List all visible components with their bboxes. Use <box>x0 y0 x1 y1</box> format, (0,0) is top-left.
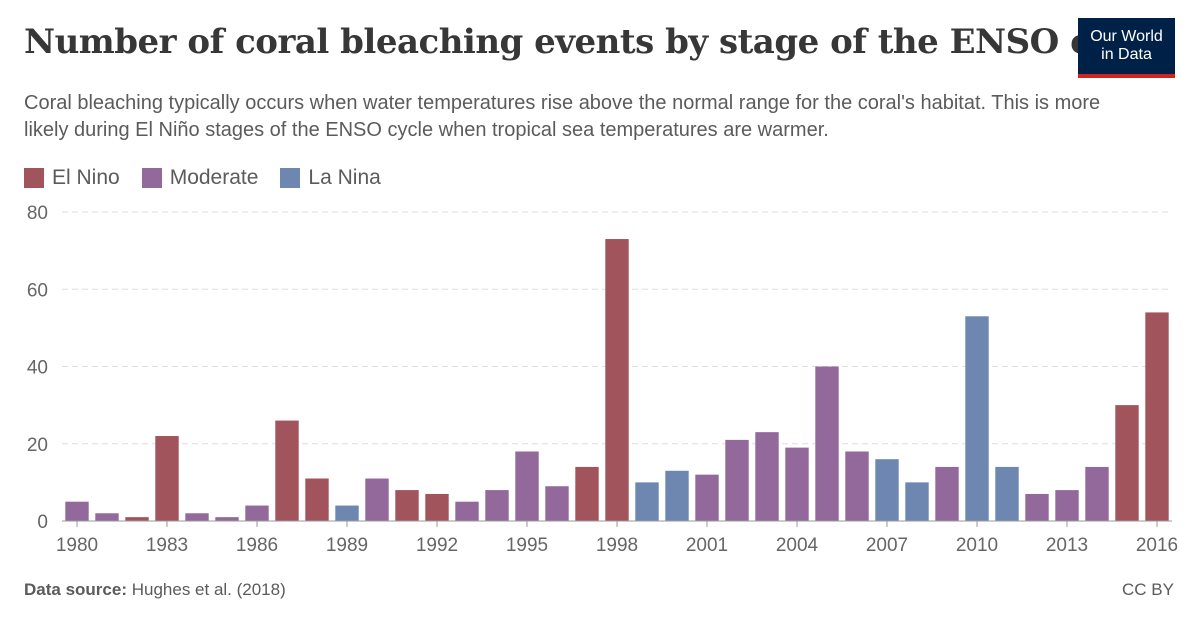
bar[interactable] <box>1115 405 1139 521</box>
x-tick-label: 2013 <box>1046 535 1088 556</box>
x-tick-label: 2007 <box>866 535 908 556</box>
license-link[interactable]: CC BY <box>1122 580 1174 599</box>
bar[interactable] <box>335 505 359 521</box>
bar[interactable] <box>935 466 959 521</box>
bar[interactable] <box>905 482 929 521</box>
bar[interactable] <box>305 478 329 521</box>
legend-label-la-nina: La Nina <box>308 166 381 189</box>
x-tick-label: 2016 <box>1136 535 1178 556</box>
bar[interactable] <box>365 478 389 521</box>
logo-line-1: Our World <box>1090 28 1163 45</box>
chart-title: Number of coral bleaching events by stag… <box>24 22 1164 62</box>
x-tick-label: 2004 <box>776 535 819 556</box>
bar[interactable] <box>185 513 209 521</box>
legend-swatch-moderate <box>141 168 162 188</box>
x-tick-label: 2010 <box>956 535 998 556</box>
x-tick-label: 1995 <box>506 535 548 556</box>
data-source-label: Data source: <box>24 580 127 599</box>
y-tick-label: 20 <box>27 435 48 456</box>
bar[interactable] <box>125 517 149 521</box>
x-tick-label: 1992 <box>416 535 458 556</box>
bar[interactable] <box>425 493 449 521</box>
x-tick-label: 1998 <box>596 535 638 556</box>
y-tick-label: 0 <box>37 512 48 533</box>
legend-swatch-el-nino <box>24 168 44 188</box>
bar[interactable] <box>155 436 179 521</box>
bar[interactable] <box>545 486 569 521</box>
chart-subtitle: Coral bleaching typically occurs when wa… <box>24 92 1101 141</box>
x-tick-label: 1989 <box>326 535 368 556</box>
bar[interactable] <box>485 490 509 521</box>
bar[interactable] <box>575 466 599 521</box>
legend-swatch-la-nina <box>280 168 301 188</box>
bar[interactable] <box>455 501 479 521</box>
bar[interactable] <box>395 490 419 521</box>
legend-item-moderate[interactable]: Moderate <box>141 166 259 190</box>
data-source-link[interactable]: Hughes et al. (2018) <box>131 580 286 599</box>
data-source: Data source: Hughes et al. (2018) <box>24 580 286 600</box>
owid-logo[interactable]: Our World in Data <box>1078 18 1175 78</box>
bar[interactable] <box>1145 312 1169 521</box>
bar[interactable] <box>65 501 89 521</box>
bar[interactable] <box>1085 466 1109 521</box>
bar[interactable] <box>755 432 779 521</box>
legend-label-el-nino: El Nino <box>52 166 120 189</box>
legend: El Nino Moderate La Nina <box>24 166 381 190</box>
legend-item-la-nina[interactable]: La Nina <box>280 166 381 190</box>
bar[interactable] <box>875 459 899 521</box>
bar[interactable] <box>965 316 989 521</box>
bar[interactable] <box>785 447 809 521</box>
bar[interactable] <box>245 505 269 521</box>
x-tick-label: 1983 <box>146 535 188 556</box>
bar[interactable] <box>1025 493 1049 521</box>
y-tick-label: 40 <box>27 358 48 379</box>
x-tick-label: 2001 <box>686 535 728 556</box>
bar[interactable] <box>995 466 1019 521</box>
bar[interactable] <box>1055 490 1079 521</box>
bar[interactable] <box>515 451 539 521</box>
bar[interactable] <box>815 366 839 522</box>
legend-item-el-nino[interactable]: El Nino <box>24 166 120 190</box>
logo-line-2: in Data <box>1101 46 1152 63</box>
bar[interactable] <box>635 482 659 521</box>
bar[interactable] <box>665 470 689 521</box>
y-tick-label: 60 <box>27 280 48 301</box>
x-tick-label: 1980 <box>56 535 98 556</box>
y-tick-label: 80 <box>27 203 48 224</box>
bar[interactable] <box>845 451 869 521</box>
legend-label-moderate: Moderate <box>169 166 259 189</box>
bar[interactable] <box>275 420 299 521</box>
bar[interactable] <box>725 439 749 521</box>
bar[interactable] <box>95 513 119 521</box>
bar[interactable] <box>605 239 629 521</box>
x-tick-label: 1986 <box>236 535 278 556</box>
bar[interactable] <box>695 474 719 521</box>
bar[interactable] <box>215 517 239 521</box>
